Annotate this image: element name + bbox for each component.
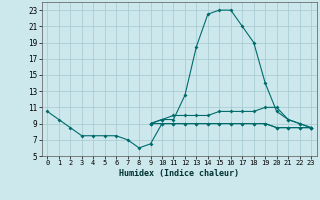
X-axis label: Humidex (Indice chaleur): Humidex (Indice chaleur) (119, 169, 239, 178)
